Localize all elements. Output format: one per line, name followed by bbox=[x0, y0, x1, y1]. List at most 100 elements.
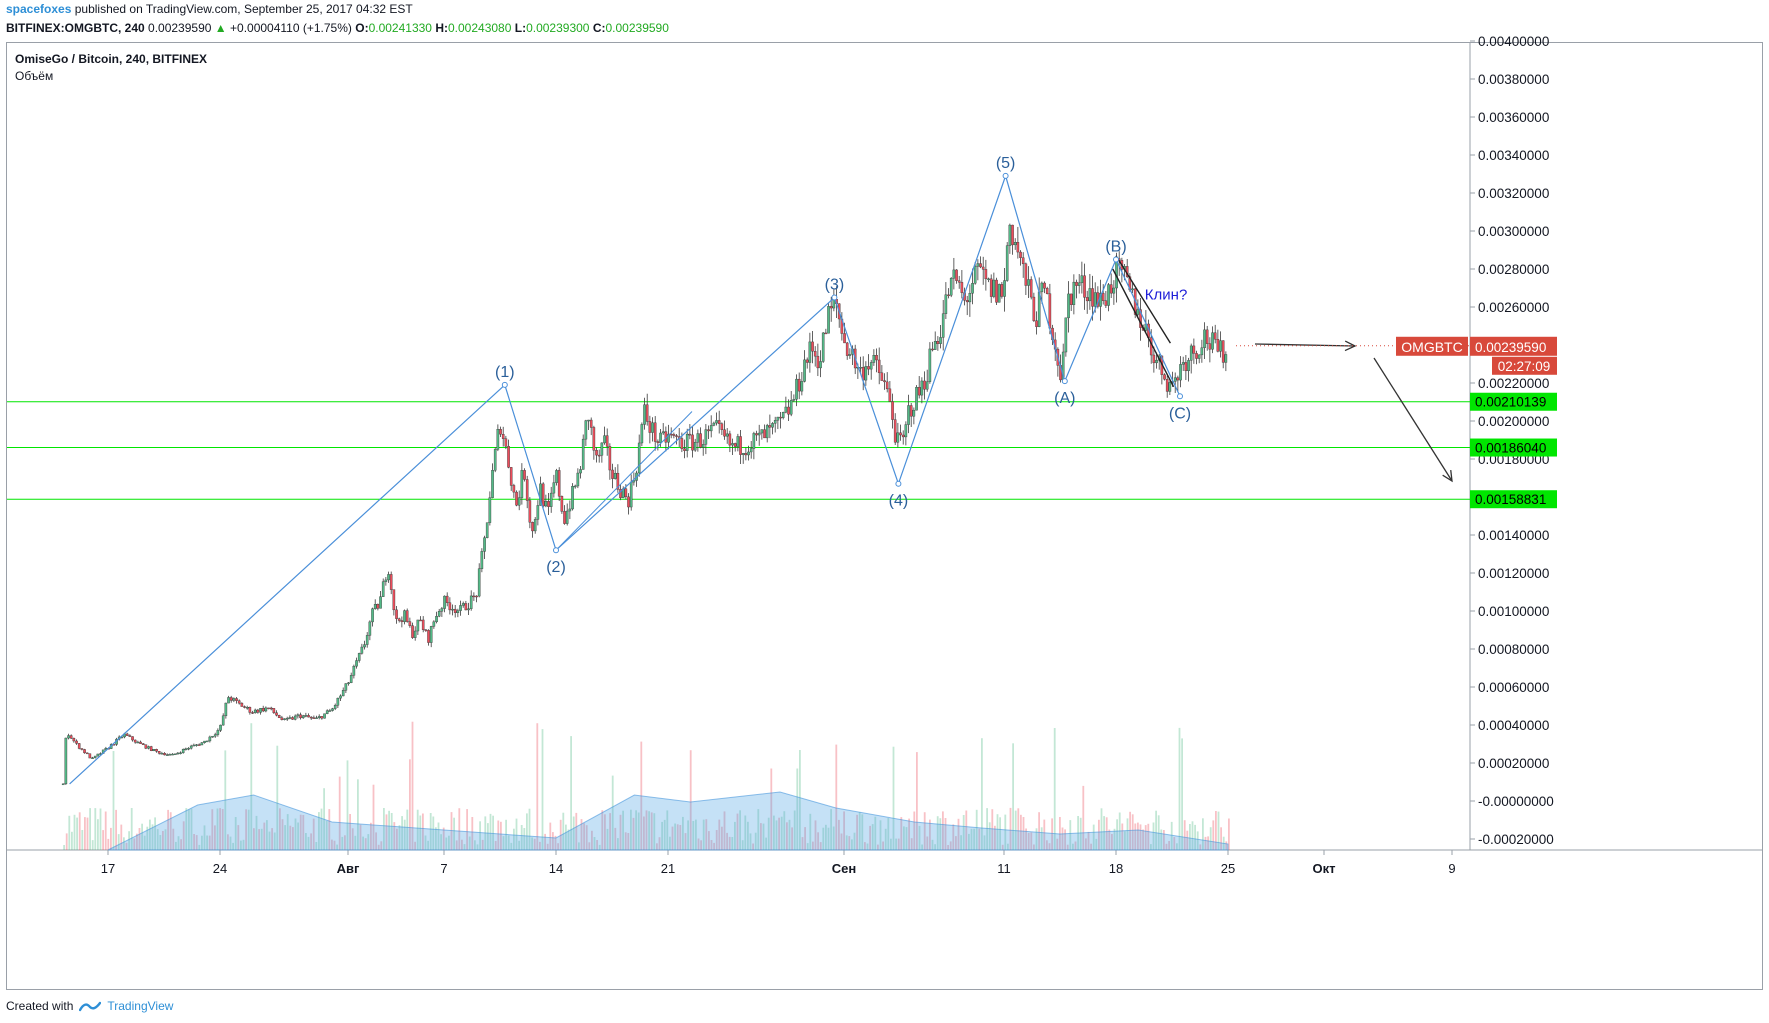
volume-bar bbox=[970, 828, 973, 850]
wave-point bbox=[895, 480, 902, 487]
volume-bar bbox=[388, 810, 390, 850]
volume-bar bbox=[104, 811, 107, 850]
volume-bar bbox=[744, 815, 747, 850]
volume-bar bbox=[390, 813, 393, 850]
candle-body bbox=[1032, 296, 1036, 321]
candle-body bbox=[1040, 282, 1044, 293]
volume-bar bbox=[492, 815, 494, 850]
candle-body bbox=[392, 589, 396, 611]
candle-body bbox=[925, 381, 929, 390]
candle-body bbox=[901, 434, 905, 438]
candle-body bbox=[1163, 374, 1166, 380]
candle-body bbox=[1048, 293, 1052, 329]
volume-bar bbox=[762, 823, 765, 850]
volume-bar bbox=[812, 841, 814, 850]
candle-body bbox=[283, 718, 286, 720]
candle-body bbox=[1083, 275, 1086, 298]
volume-bar bbox=[627, 833, 630, 850]
candle-body bbox=[792, 399, 796, 401]
candle-body bbox=[533, 519, 537, 532]
candle-body bbox=[1107, 284, 1110, 306]
candle-body bbox=[544, 501, 548, 507]
candle-body bbox=[347, 682, 350, 684]
candle-body bbox=[485, 522, 489, 538]
y-tick-label: 0.00200000 bbox=[1478, 414, 1549, 429]
volume-bar bbox=[822, 827, 825, 850]
volume-bar bbox=[780, 816, 783, 850]
volume-bar bbox=[866, 843, 869, 850]
candle-body bbox=[1197, 354, 1201, 359]
candle-body bbox=[309, 716, 313, 719]
volume-bar bbox=[273, 832, 276, 850]
candle-body bbox=[779, 416, 782, 419]
low-value: 0.00239300 bbox=[526, 21, 590, 35]
volume-bar bbox=[578, 842, 580, 850]
x-tick-label: Окт bbox=[1313, 861, 1336, 876]
candle-body bbox=[1213, 332, 1217, 340]
candle-body bbox=[91, 757, 94, 759]
volume-bar bbox=[427, 840, 429, 850]
volume-bar bbox=[518, 840, 520, 850]
volume-bar bbox=[726, 832, 728, 850]
volume-bar bbox=[541, 729, 544, 850]
volume-bar bbox=[177, 836, 180, 850]
volume-bar bbox=[507, 835, 510, 850]
candle-body bbox=[301, 715, 305, 719]
volume-bar bbox=[718, 819, 721, 850]
candle-body bbox=[731, 443, 734, 446]
volume-bar bbox=[227, 834, 229, 850]
volume-bar bbox=[843, 811, 845, 850]
candle-body bbox=[243, 706, 246, 708]
candle-body bbox=[1152, 354, 1156, 364]
volume-bar bbox=[783, 811, 786, 850]
y-tick-label: 0.00220000 bbox=[1478, 376, 1549, 391]
candle-body bbox=[592, 427, 596, 451]
candle-body bbox=[944, 294, 948, 314]
candle-body bbox=[619, 489, 622, 498]
volume-bar bbox=[180, 839, 182, 850]
candle-body bbox=[176, 752, 180, 755]
tradingview-link[interactable]: TradingView bbox=[107, 999, 174, 1013]
candle-body bbox=[440, 608, 444, 612]
volume-bar bbox=[552, 832, 554, 850]
candle-body bbox=[872, 354, 876, 363]
candle-body bbox=[240, 702, 244, 707]
chart-frame[interactable] bbox=[6, 42, 1763, 990]
x-tick-label: Сен bbox=[832, 861, 856, 876]
volume-bar bbox=[656, 843, 658, 850]
candle-body bbox=[877, 359, 881, 374]
candle-body bbox=[531, 522, 534, 532]
volume-bar bbox=[575, 812, 578, 850]
volume-bar bbox=[874, 816, 877, 850]
volume-bar bbox=[86, 817, 89, 850]
volume-bar bbox=[338, 776, 341, 850]
candle-body bbox=[563, 511, 566, 524]
close-value: 0.00239590 bbox=[605, 21, 669, 35]
candle-body bbox=[1000, 284, 1004, 297]
candle-body bbox=[504, 438, 508, 447]
candle-body bbox=[1181, 362, 1185, 365]
candle-body bbox=[352, 665, 356, 676]
candle-body bbox=[760, 429, 764, 434]
volume-bar bbox=[1228, 818, 1230, 850]
volume-bar bbox=[143, 835, 146, 850]
symbol-tag bbox=[1396, 336, 1468, 356]
wave-label: (1) bbox=[495, 364, 515, 381]
projection-arrow-down bbox=[1373, 357, 1453, 482]
volume-bar bbox=[1027, 832, 1030, 850]
candle-body bbox=[93, 755, 97, 758]
candle-body bbox=[499, 429, 502, 435]
candle-body bbox=[832, 299, 836, 309]
candle-body bbox=[584, 420, 588, 440]
volume-bar bbox=[1066, 844, 1069, 850]
candle-body bbox=[421, 619, 425, 630]
candle-body bbox=[219, 724, 222, 731]
candle-body bbox=[515, 491, 518, 506]
author-link[interactable]: spacefoxes bbox=[6, 2, 72, 16]
volume-bar bbox=[731, 837, 734, 850]
volume-bar bbox=[778, 817, 780, 850]
candle-body bbox=[496, 429, 500, 450]
volume-bar bbox=[310, 833, 312, 850]
candle-body bbox=[600, 442, 604, 456]
